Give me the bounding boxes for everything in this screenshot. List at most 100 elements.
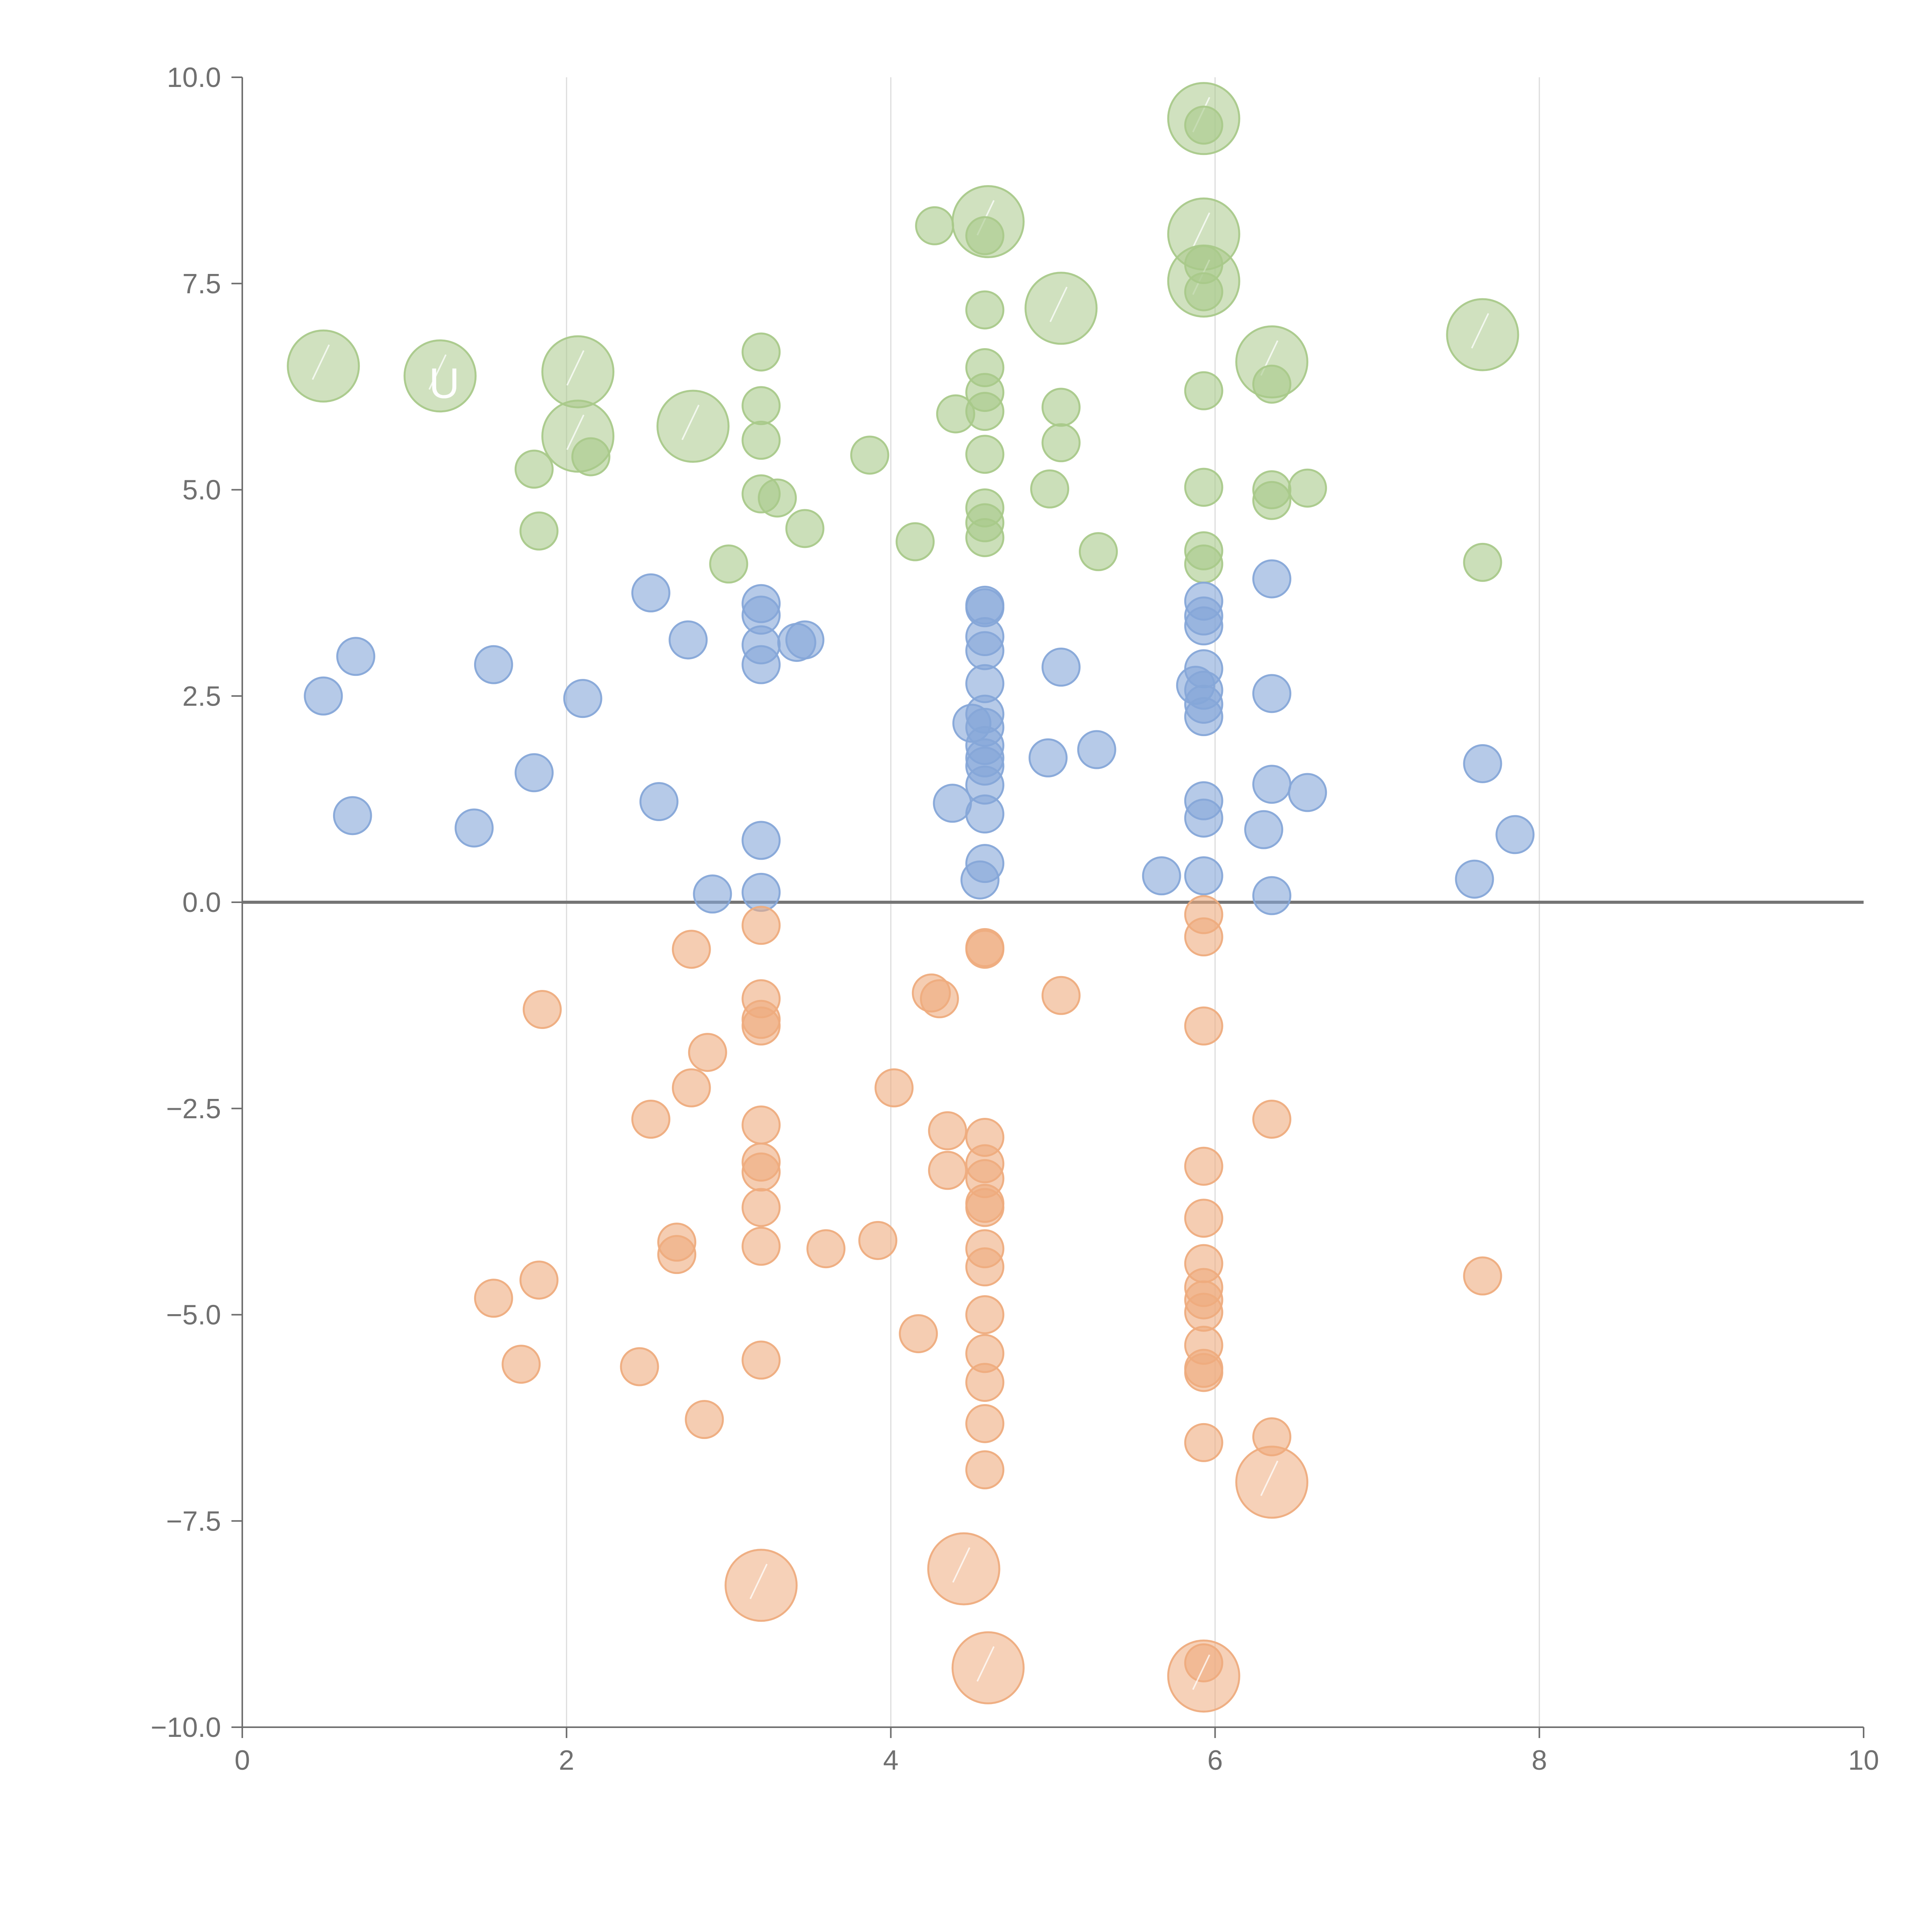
bubble-middle-50 xyxy=(1244,810,1283,849)
bubble-glint-upper-6 xyxy=(1049,286,1068,322)
x-ticks: 0 2 4 6 8 10 xyxy=(235,1727,1879,1776)
bubble-upper-46 xyxy=(1252,364,1291,404)
bubble-upper-27 xyxy=(965,290,1005,330)
bubble-middle-57 xyxy=(1463,744,1502,783)
bubble-upper-50 xyxy=(1463,543,1502,582)
bubble-lower-4 xyxy=(620,1347,659,1386)
bubble-lower-46 xyxy=(1184,917,1223,957)
bubble-glint-lower-65 xyxy=(1192,1654,1211,1690)
bubble-lower-8 xyxy=(672,930,711,969)
bubble-middle-56 xyxy=(1455,859,1494,899)
bubble-lower-44 xyxy=(1041,976,1081,1015)
bubble-middle-32 xyxy=(965,794,1005,834)
x-tick-label-2: 2 xyxy=(559,1745,574,1776)
bubble-upper-17 xyxy=(742,386,781,425)
bubble-lower-3 xyxy=(522,990,562,1029)
bubble-lower-48 xyxy=(1184,1146,1223,1186)
bubble-lower-21 xyxy=(742,1340,781,1380)
bubble-lower-47 xyxy=(1184,1006,1223,1046)
bubble-lower-23 xyxy=(858,1221,898,1260)
bubble-upper-1 xyxy=(403,339,477,413)
bubble-middle-15 xyxy=(742,821,781,860)
bubble-middle-36 xyxy=(1041,648,1081,687)
bubble-lower-42 xyxy=(965,1404,1005,1443)
bubble-lower-64 xyxy=(951,1631,1025,1704)
bubble-lower-61 xyxy=(1463,1256,1502,1296)
bubble-lower-0 xyxy=(474,1279,513,1318)
bubble-middle-3 xyxy=(454,808,494,848)
bubble-upper-13 xyxy=(519,511,559,551)
bubble-lower-5 xyxy=(631,1100,670,1139)
bubble-upper-48 xyxy=(1252,481,1291,520)
bubble-lower-57 xyxy=(1184,1423,1223,1462)
x-tick-label-6: 6 xyxy=(1208,1745,1223,1776)
bubble-glint-lower-62 xyxy=(749,1563,768,1599)
bubble-middle-5 xyxy=(514,753,554,793)
bubble-middle-35 xyxy=(1028,738,1068,777)
bubble-upper-30 xyxy=(965,392,1005,431)
bubble-lower-12 xyxy=(742,906,781,945)
bubble-lower-2 xyxy=(519,1260,559,1300)
bubble-upper-16 xyxy=(742,332,781,372)
bubble-lower-63 xyxy=(927,1532,1000,1605)
bubble-upper-11 xyxy=(1446,298,1519,371)
bubble-lower-27 xyxy=(920,979,959,1019)
bubble-lower-59 xyxy=(1252,1100,1291,1139)
bubble-middle-54 xyxy=(1252,876,1291,915)
bubble-upper-26 xyxy=(965,216,1005,255)
bubbles xyxy=(287,82,1535,1713)
bubble-upper-37 xyxy=(1041,423,1081,463)
bubble-glint-lower-64 xyxy=(976,1646,995,1682)
bubble-upper-49 xyxy=(1288,468,1327,508)
bubble-middle-37 xyxy=(1077,730,1116,769)
bubble-lower-7 xyxy=(657,1235,697,1274)
bubble-lower-25 xyxy=(899,1314,938,1354)
bubble-middle-0 xyxy=(304,676,343,716)
bubble-middle-38 xyxy=(1142,856,1181,896)
bubble-lower-36 xyxy=(965,1188,1005,1227)
bubble-glint-upper-3 xyxy=(566,414,585,450)
bubble-upper-21 xyxy=(785,509,825,548)
y-tick-label-−10.0: −10.0 xyxy=(151,1712,221,1743)
bubble-middle-24 xyxy=(965,631,1005,670)
bubble-lower-11 xyxy=(688,1033,727,1072)
y-tick-label-7.5: 7.5 xyxy=(182,269,221,299)
x-tick-label-10: 10 xyxy=(1848,1745,1879,1776)
y-tick-label-0.0: 0.0 xyxy=(182,887,221,918)
bubble-lower-22 xyxy=(806,1229,846,1269)
bubble-lower-20 xyxy=(742,1226,781,1266)
bubble-middle-58 xyxy=(1495,815,1535,854)
bubble-middle-46 xyxy=(1184,697,1223,736)
x-tick-label-4: 4 xyxy=(883,1745,898,1776)
bubble-upper-23 xyxy=(895,522,935,561)
bubble-lower-56 xyxy=(1184,1353,1223,1392)
bubble-lower-18 xyxy=(742,1152,781,1192)
bubble-upper-35 xyxy=(1030,469,1070,509)
x-tick-label-0: 0 xyxy=(235,1745,250,1776)
bubble-lower-62 xyxy=(724,1549,798,1622)
bubble-lower-1 xyxy=(502,1345,541,1384)
bubble-middle-52 xyxy=(1252,674,1291,713)
y-tick-label-−5.0: −5.0 xyxy=(166,1300,221,1331)
bubble-middle-49 xyxy=(1184,856,1223,896)
x-tick-label-8: 8 xyxy=(1532,1745,1547,1776)
bubble-upper-14 xyxy=(571,437,611,476)
bubble-lower-31 xyxy=(965,930,1005,969)
bubble-upper-39 xyxy=(1184,105,1223,145)
bubble-lower-49 xyxy=(1184,1199,1223,1238)
bubble-middle-8 xyxy=(639,782,679,821)
bubble-lower-53 xyxy=(1184,1293,1223,1332)
bubble-upper-24 xyxy=(915,206,954,245)
bubble-middle-7 xyxy=(631,573,670,612)
bubble-upper-42 xyxy=(1184,371,1223,410)
bubble-upper-0 xyxy=(287,329,360,403)
bubble-upper-6 xyxy=(1024,272,1098,345)
bubble-lower-39 xyxy=(965,1295,1005,1334)
bubble-middle-2 xyxy=(336,637,376,676)
bubble-middle-16 xyxy=(742,872,781,912)
bubble-lower-41 xyxy=(965,1363,1005,1402)
bubble-upper-31 xyxy=(965,435,1005,474)
bubble-middle-51 xyxy=(1252,559,1291,599)
bubble-upper-12 xyxy=(514,449,554,489)
bubble-glint-lower-63 xyxy=(952,1547,971,1583)
